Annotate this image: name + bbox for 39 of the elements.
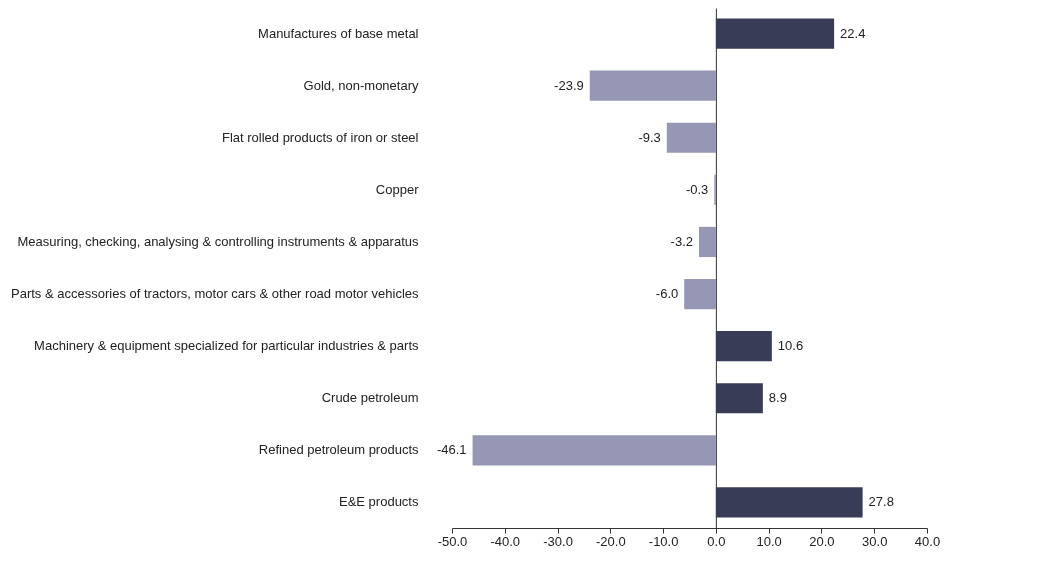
data-label: 8.9 xyxy=(768,390,787,406)
bar xyxy=(472,435,716,466)
y-tick-label: Parts & accessories of tractors, motor cars & other road motor vehicles xyxy=(11,286,419,302)
x-tick-label: 20.0 xyxy=(809,533,835,549)
y-tick-label: Manufactures of base metal xyxy=(258,25,419,41)
x-tick-label: 10.0 xyxy=(756,533,782,549)
x-tick-label: 40.0 xyxy=(914,533,941,549)
y-tick-label: Measuring, checking, analysing & controlling instruments & apparatus xyxy=(17,233,419,249)
data-label: 27.8 xyxy=(868,494,894,510)
data-label: 22.4 xyxy=(840,25,866,41)
x-tick-label: -30.0 xyxy=(543,533,573,549)
y-tick-label: Gold, non-monetary xyxy=(303,77,419,93)
data-label: 10.6 xyxy=(777,338,804,354)
x-tick-label: 0.0 xyxy=(707,533,726,549)
data-label: -46.1 xyxy=(436,442,467,458)
y-tick-label: Refined petroleum products xyxy=(258,442,419,458)
bar xyxy=(715,383,763,414)
x-tick-label: -40.0 xyxy=(490,533,521,549)
x-tick-label: -10.0 xyxy=(648,533,679,549)
y-tick-label: Crude petroleum xyxy=(321,390,419,406)
bar xyxy=(715,18,835,49)
y-tick-label: Machinery & equipment specialized for particular industries & parts xyxy=(34,338,419,354)
bar xyxy=(699,226,716,258)
data-label: -0.3 xyxy=(685,181,709,197)
data-label: -6.0 xyxy=(655,286,679,302)
data-label: -23.9 xyxy=(554,77,584,93)
x-tick-label: -20.0 xyxy=(596,533,626,549)
x-tick-label: -50.0 xyxy=(437,533,468,549)
bar xyxy=(666,122,716,153)
bar xyxy=(715,487,863,518)
data-label: -3.2 xyxy=(670,233,693,249)
y-tick-label: Copper xyxy=(375,181,420,197)
bar xyxy=(684,278,716,310)
x-tick-label: 30.0 xyxy=(862,533,888,549)
bar xyxy=(589,70,716,101)
y-tick-label: Flat rolled products of iron or steel xyxy=(221,129,419,145)
y-tick-label: E&E products xyxy=(339,494,419,510)
bar xyxy=(715,331,772,362)
data-label: -9.3 xyxy=(638,129,661,145)
